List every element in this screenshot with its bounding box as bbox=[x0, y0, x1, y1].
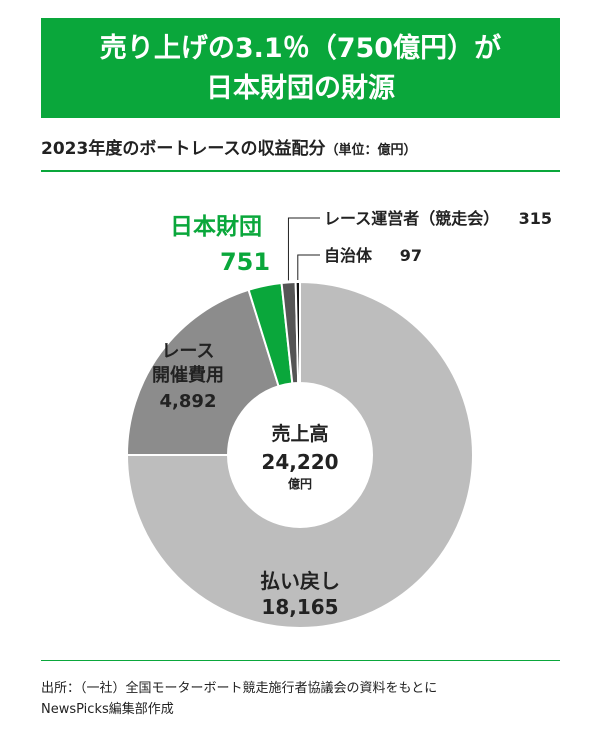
slice-label-municipalities: 自治体 bbox=[324, 246, 373, 265]
slice-value-nippon-foundation: 751 bbox=[220, 248, 270, 276]
slice-label-race-costs-line-1: レース bbox=[161, 341, 214, 362]
chart-subtitle-text: 2023年度のボートレースの収益配分 bbox=[41, 139, 326, 159]
headline-line-2: 日本財団の財源 bbox=[206, 73, 395, 104]
slice-label-nippon-foundation: 日本財団 bbox=[170, 214, 262, 240]
top-divider bbox=[41, 170, 560, 172]
center-value: 24,220 bbox=[261, 450, 338, 474]
chart-subtitle: 2023年度のボートレースの収益配分（単位：億円） bbox=[41, 134, 416, 159]
slice-value-race-costs: 4,892 bbox=[160, 391, 217, 412]
slice-value-municipalities: 97 bbox=[400, 246, 422, 265]
chart-unit: （単位：億円） bbox=[325, 143, 417, 158]
source-line-2: NewsPicks編集部作成 bbox=[41, 702, 174, 717]
source-line-1: 出所：（一社）全国モーターボート競走施行者協議会の資料をもとに bbox=[41, 681, 438, 696]
leader-line-race-organizer bbox=[287, 217, 320, 281]
slice-label-payouts: 払い戻し bbox=[260, 569, 340, 593]
headline-banner: 売り上げの3.1％（750億円）が 日本財団の財源 bbox=[41, 18, 560, 118]
source-note: 出所：（一社）全国モーターボート競走施行者協議会の資料をもとに NewsPick… bbox=[41, 678, 437, 720]
center-unit: 億円 bbox=[288, 476, 312, 491]
slice-0 bbox=[125, 280, 474, 629]
slice-value-race-organizer: 315 bbox=[519, 209, 552, 228]
slice-1 bbox=[125, 288, 280, 456]
slice-value-payouts: 18,165 bbox=[261, 595, 338, 619]
center-label: 売上高 bbox=[271, 422, 328, 445]
slice-4 bbox=[294, 280, 301, 385]
slice-label-race-organizer: レース運営者（競走会） bbox=[324, 209, 499, 228]
headline-line-1: 売り上げの3.1％（750億円）が bbox=[99, 33, 502, 64]
bottom-divider bbox=[41, 660, 560, 661]
leader-line-municipalities bbox=[297, 254, 320, 281]
slice-label-race-costs-line-2: 開催費用 bbox=[152, 364, 224, 386]
